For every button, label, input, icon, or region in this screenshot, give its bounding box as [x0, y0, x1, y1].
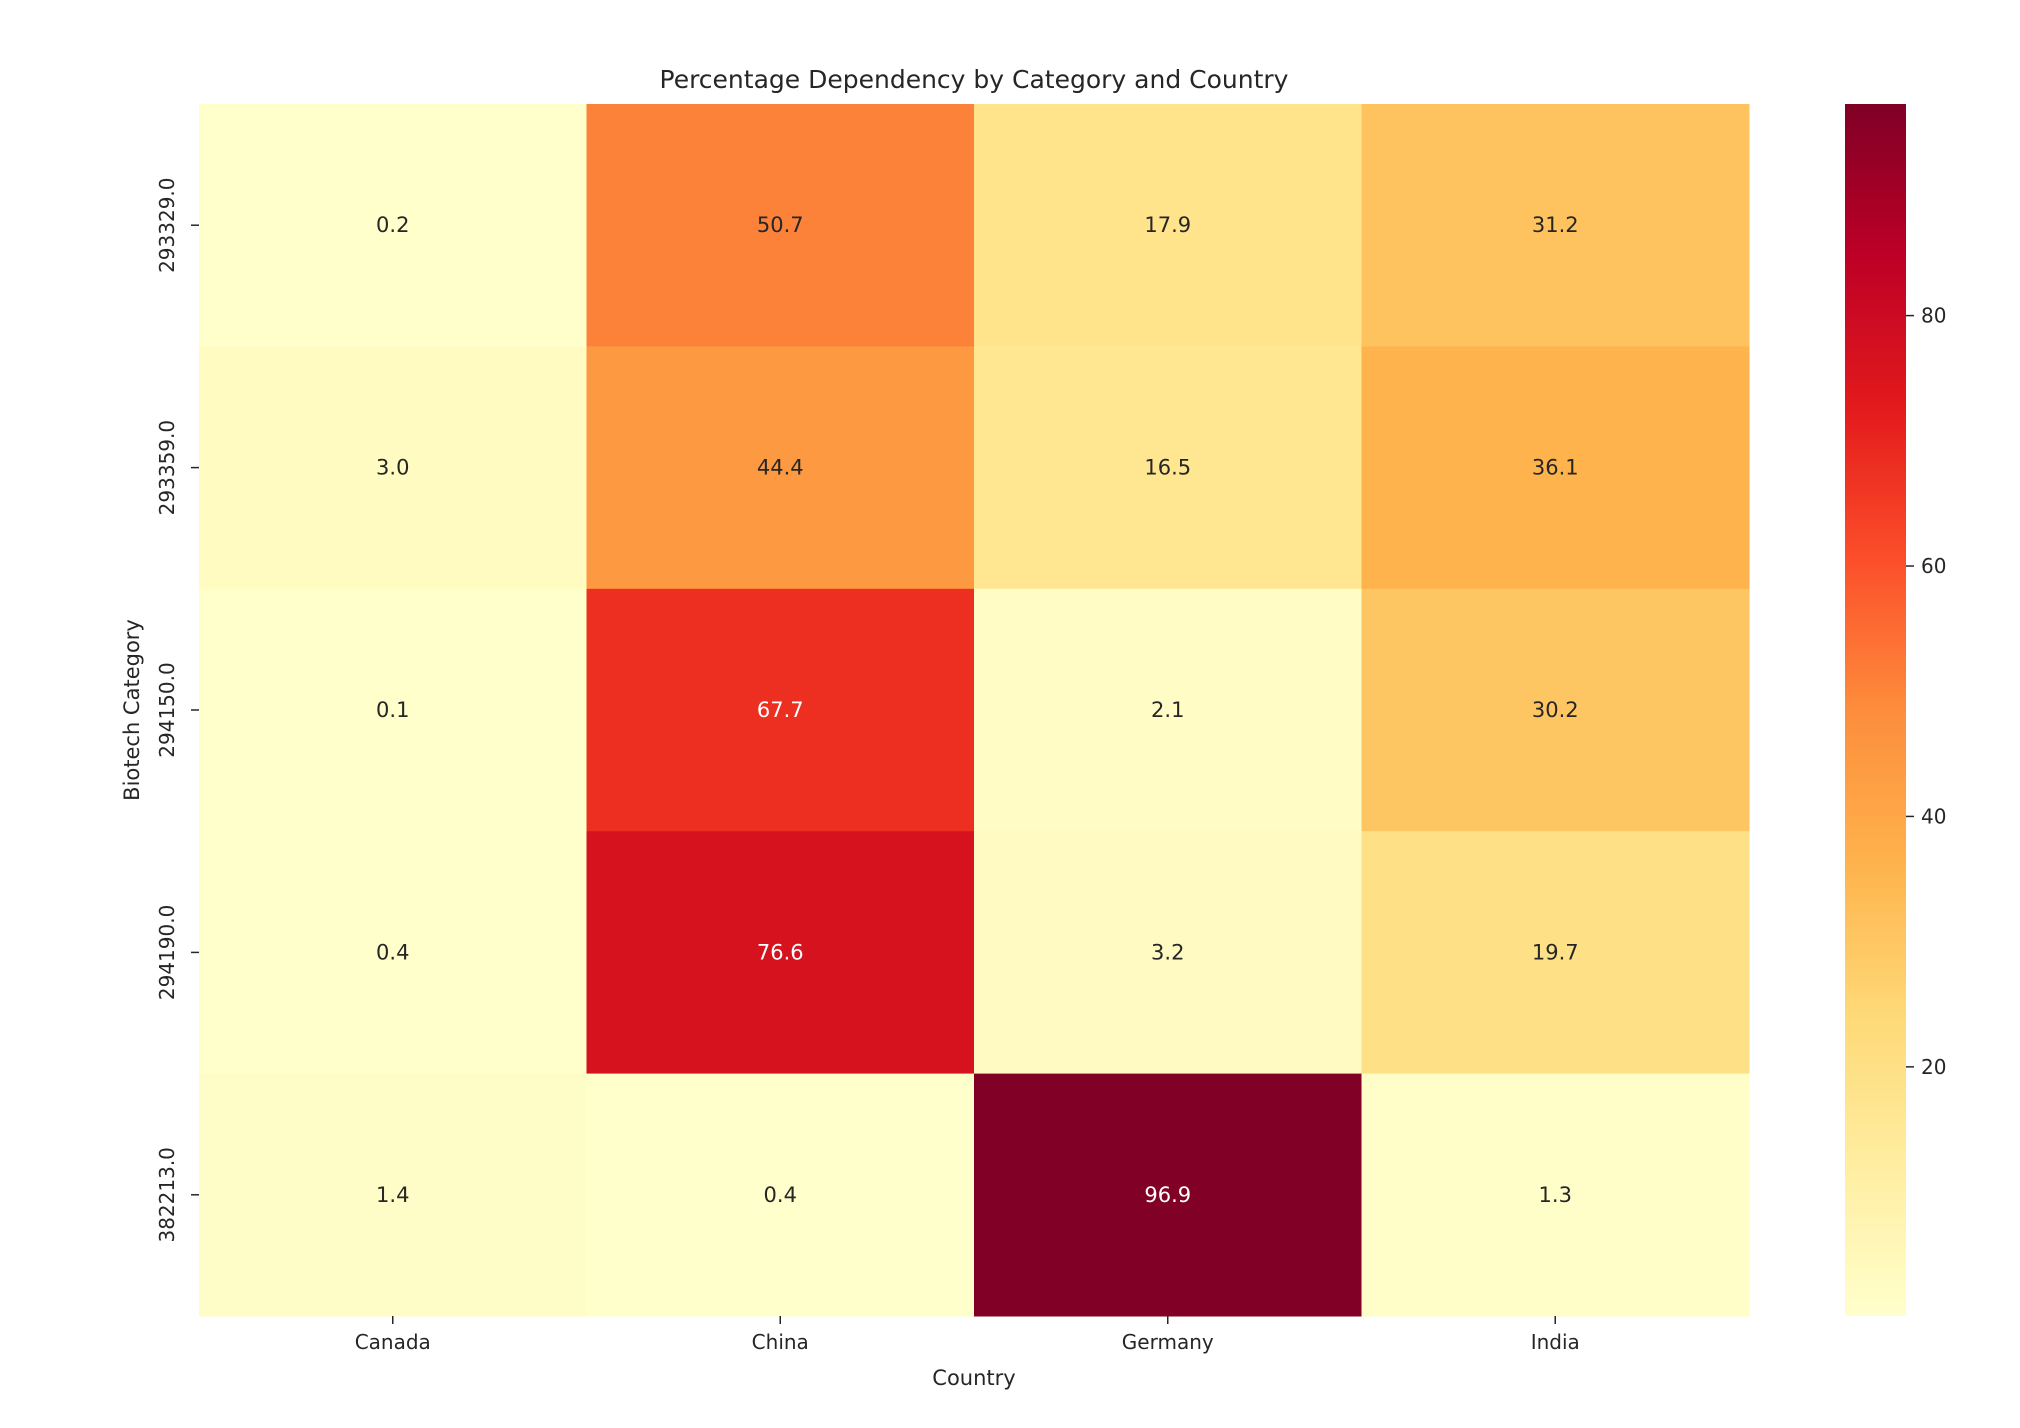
heatmap-cell — [586, 588, 975, 832]
cell-annotation: 31.2 — [1532, 213, 1579, 237]
cell-annotation: 0.1 — [376, 698, 409, 722]
heatmap-cell — [974, 588, 1362, 832]
y-tick-label: 294150.0 — [155, 662, 179, 757]
y-tick-label: 293329.0 — [155, 177, 179, 272]
colorbar-tick-label: 80 — [1921, 304, 1946, 328]
cell-annotation: 3.2 — [1151, 940, 1184, 964]
colorbar-tick-label: 20 — [1921, 1055, 1946, 1079]
cell-annotation: 44.4 — [757, 456, 804, 480]
heatmap-cell — [1361, 104, 1750, 347]
cell-annotation: 0.4 — [376, 940, 409, 964]
heatmap-cell — [199, 346, 587, 590]
heatmap-cell — [199, 588, 587, 832]
heatmap-cell — [974, 346, 1362, 590]
x-tick-label: India — [1531, 1330, 1580, 1354]
heatmap-cell — [199, 104, 587, 347]
cell-annotation: 1.4 — [376, 1183, 409, 1207]
y-tick-label: 294190.0 — [155, 905, 179, 1000]
y-tick-label: 382213.0 — [155, 1147, 179, 1242]
x-tick-label: Canada — [355, 1330, 431, 1354]
heatmap-cell — [586, 104, 975, 347]
cell-annotation: 30.2 — [1532, 698, 1579, 722]
heatmap-cells: 0.2 50.7 17.9 31.2 3.0 44.4 16.5 36.1 0.1 67.7 2.1… — [199, 104, 1750, 1317]
colorbar-tick-label: 40 — [1921, 804, 1946, 828]
cell-annotation: 76.6 — [757, 940, 804, 964]
cell-annotation: 50.7 — [757, 213, 804, 237]
x-tick-label: Germany — [1122, 1330, 1214, 1354]
heatmap-cell — [586, 831, 975, 1075]
x-axis-label: Country — [932, 1366, 1015, 1390]
cell-annotation: 19.7 — [1532, 940, 1579, 964]
heatmap-cell — [1361, 1073, 1750, 1317]
colorbar-tick-label: 60 — [1921, 554, 1946, 578]
cell-annotation: 17.9 — [1144, 213, 1191, 237]
cell-annotation: 2.1 — [1151, 698, 1184, 722]
heatmap-cell — [974, 831, 1362, 1075]
cell-annotation: 96.9 — [1144, 1183, 1191, 1207]
heatmap-cell — [586, 1073, 975, 1317]
y-axis-label: Biotech Category — [120, 619, 144, 801]
heatmap-cell — [974, 104, 1362, 347]
cell-annotation: 3.0 — [376, 456, 409, 480]
cell-annotation: 1.3 — [1539, 1183, 1572, 1207]
heatmap-cell — [199, 1073, 587, 1317]
heatmap-cell — [1361, 588, 1750, 832]
cell-annotation: 0.2 — [376, 213, 409, 237]
colorbar-axis: 20 40 60 80 — [1906, 304, 1946, 1079]
x-axis: Canada China Germany India — [355, 1316, 1580, 1354]
heatmap-cell — [199, 831, 587, 1075]
heatmap-cell — [974, 1073, 1362, 1317]
x-tick-label: China — [752, 1330, 809, 1354]
cell-annotation: 67.7 — [757, 698, 804, 722]
heatmap-cell — [1361, 831, 1750, 1075]
heatmap-cell — [1361, 346, 1750, 590]
heatmap-cell — [586, 346, 975, 590]
cell-annotation: 16.5 — [1144, 456, 1191, 480]
cell-annotation: 36.1 — [1532, 456, 1579, 480]
colorbar — [1845, 104, 1906, 1316]
y-tick-label: 293359.0 — [155, 420, 179, 515]
y-axis: 293329.0 293359.0 294150.0 294190.0 382213.0 — [155, 177, 199, 1243]
chart-title: Percentage Dependency by Category and Co… — [660, 65, 1289, 94]
cell-annotation: 0.4 — [764, 1183, 797, 1207]
